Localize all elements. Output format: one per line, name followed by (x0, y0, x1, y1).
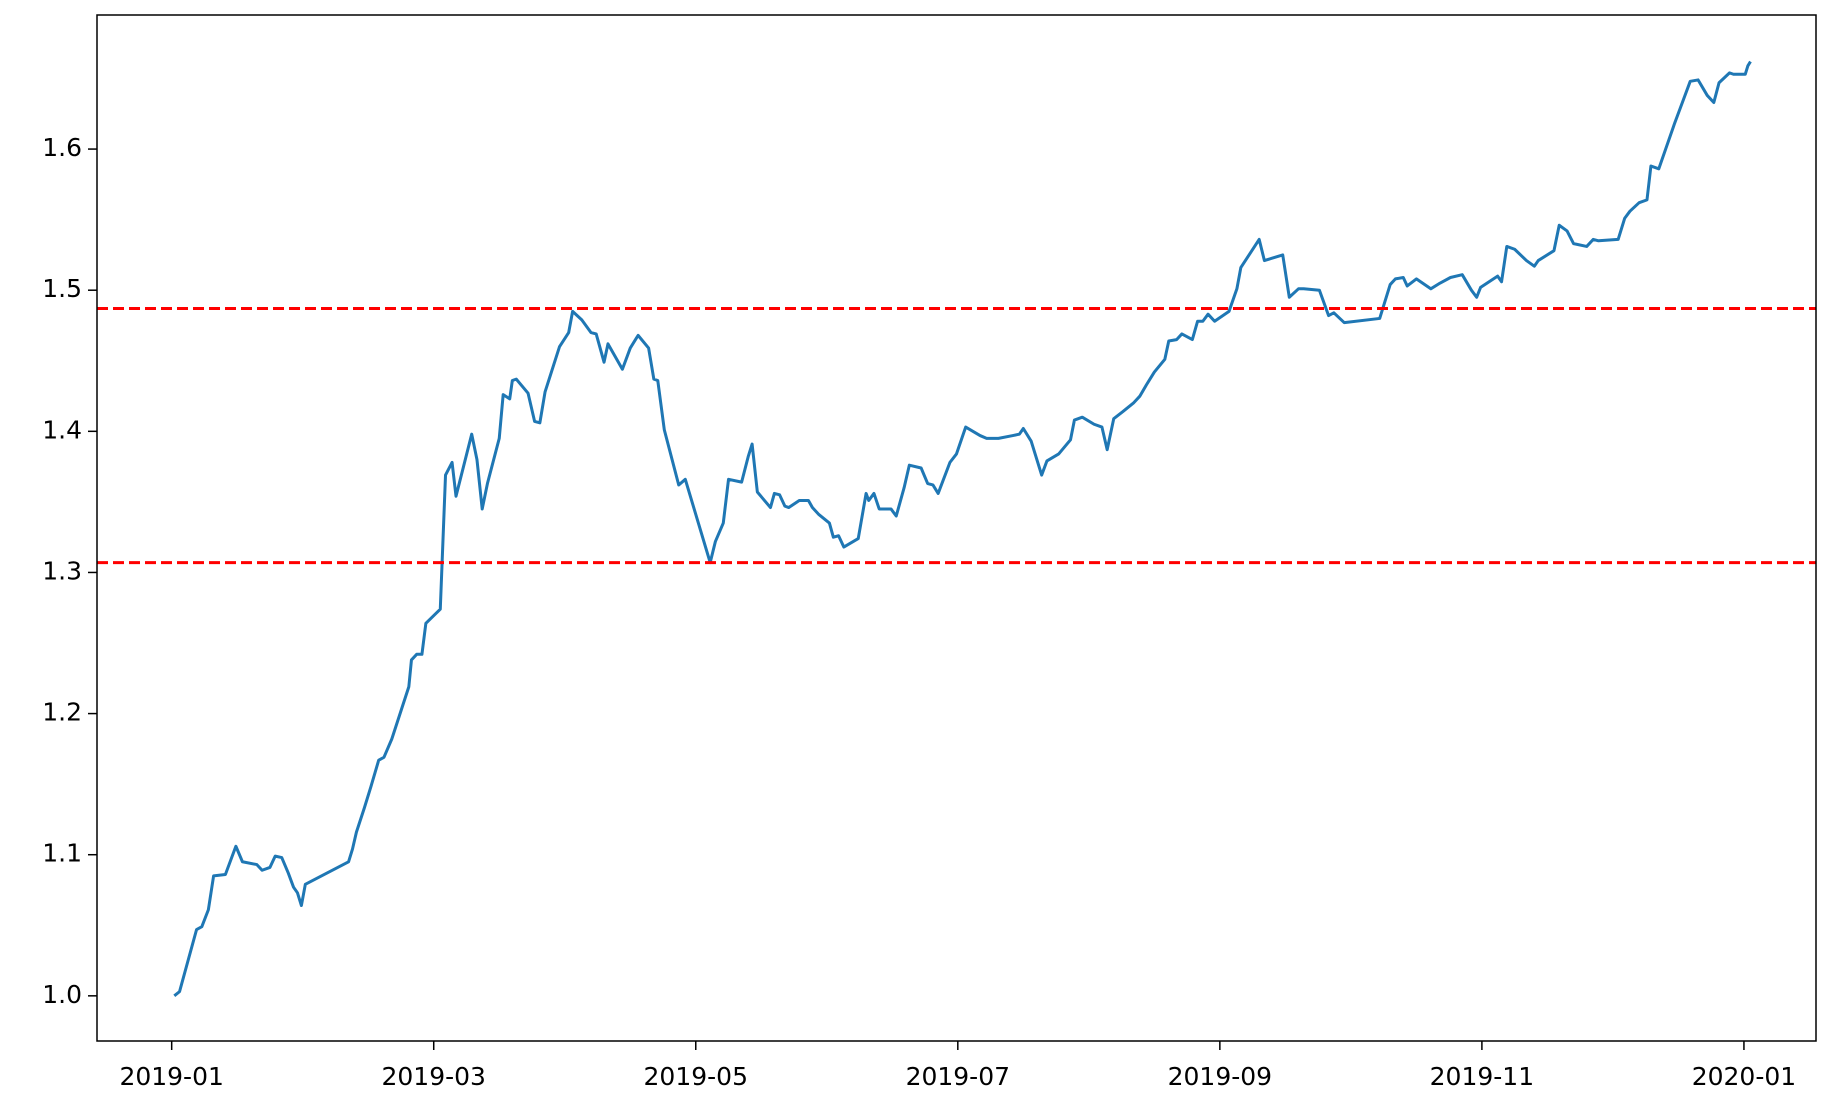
x-tick-label: 2020-01 (1692, 1062, 1796, 1091)
x-tick-label: 2019-11 (1430, 1062, 1534, 1091)
x-tick-label: 2019-03 (381, 1062, 485, 1091)
y-tick-label: 1.6 (42, 133, 82, 162)
x-tick-label: 2019-01 (119, 1062, 223, 1091)
y-tick-label: 1.5 (42, 274, 82, 303)
x-tick-label: 2019-07 (906, 1062, 1010, 1091)
y-tick-label: 1.0 (42, 980, 82, 1009)
y-tick-label: 1.4 (42, 415, 82, 444)
plot-frame (96, 14, 1817, 1042)
y-tick-label: 1.1 (42, 839, 82, 868)
y-tick-label: 1.3 (42, 556, 82, 585)
x-tick-label: 2019-05 (644, 1062, 748, 1091)
y-tick-label: 1.2 (42, 698, 82, 727)
x-tick-label: 2019-09 (1168, 1062, 1272, 1091)
data-line (173, 60, 1752, 998)
